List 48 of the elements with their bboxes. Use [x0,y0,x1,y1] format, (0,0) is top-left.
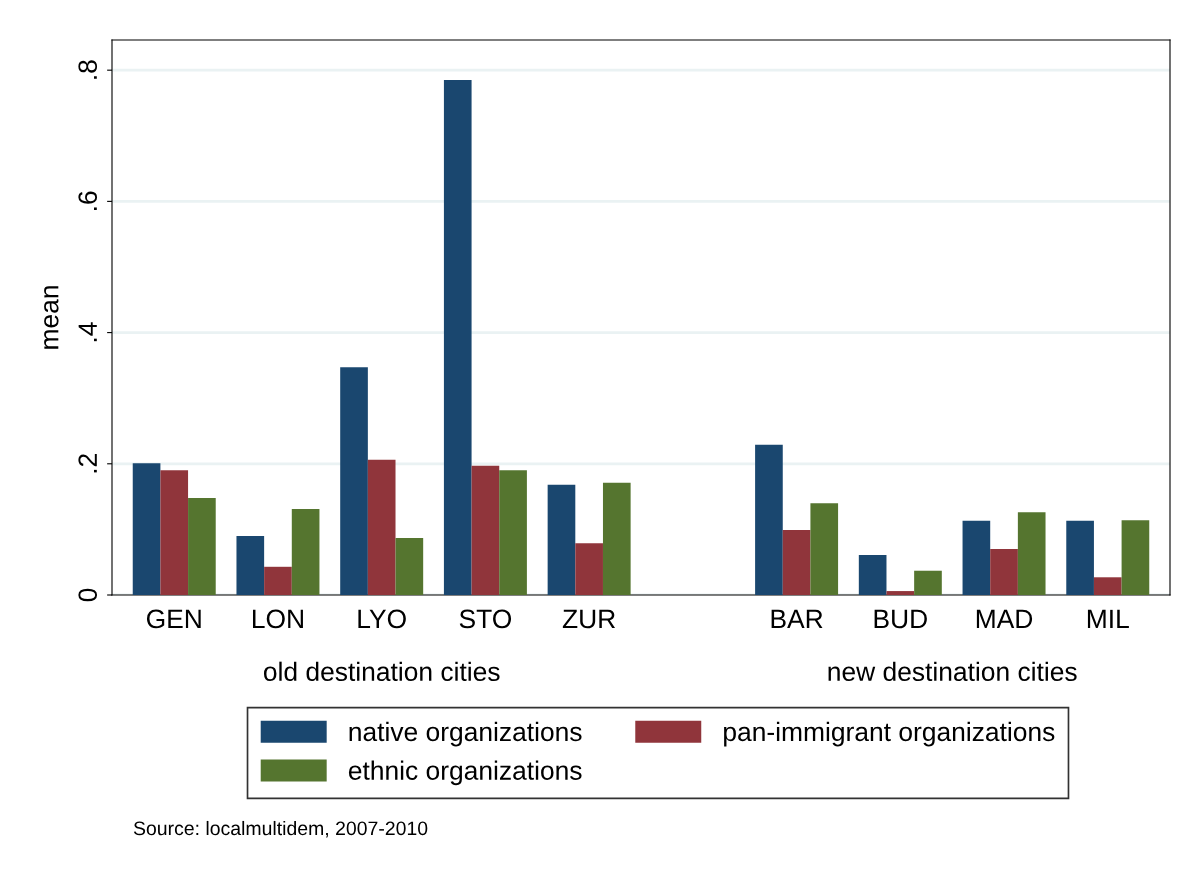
bar [264,566,292,595]
bar [858,554,887,595]
bar [340,367,368,595]
bar [810,503,839,595]
y-tick-label: .4 [78,322,97,342]
y-tick-label: .6 [78,191,98,210]
x-tick-label: GEN [146,609,201,629]
y-axis-title: mean [44,286,59,349]
bar [1017,512,1046,595]
bar [990,549,1018,595]
bar [291,509,320,595]
text: old destination cities [263,661,500,682]
bar [602,482,631,595]
x-tick-label: BAR [771,609,823,629]
legend-label: native organizations [349,721,582,747]
x-tick-label: STO [459,609,512,629]
bar [575,543,603,595]
x-tick-label: MIL [1087,609,1129,629]
bar [1121,520,1150,595]
bar [914,570,942,595]
y-tick-label: .2 [78,454,97,473]
bar [160,470,189,595]
bar [886,591,915,595]
bar [782,530,811,595]
bar [755,444,783,595]
bar [547,484,576,595]
x-tick-label: ZUR [562,609,616,629]
bar [236,535,265,595]
x-tick-label: LYO [358,609,406,629]
text: new destination cities [828,661,1077,682]
bar [1066,520,1094,595]
legend-label: pan-immigrant organizations [724,721,1055,747]
bar [188,497,216,595]
bar [471,465,500,595]
bar [443,80,472,595]
x-tick-label: LON [253,609,303,629]
bar [962,520,991,595]
bar [499,470,527,595]
bar [395,537,424,595]
y-tick-label: 0 [78,588,98,602]
legend-label: ethnic organizations [348,760,582,786]
x-tick-label: MAD [976,609,1033,629]
y-tick-label: .8 [78,60,98,79]
x-tick-label: BUD [874,609,927,629]
bar [132,463,161,595]
bar [1093,577,1122,595]
source-note: Source: localmultidem, 2007-2010 [133,820,428,838]
bar [367,459,396,595]
